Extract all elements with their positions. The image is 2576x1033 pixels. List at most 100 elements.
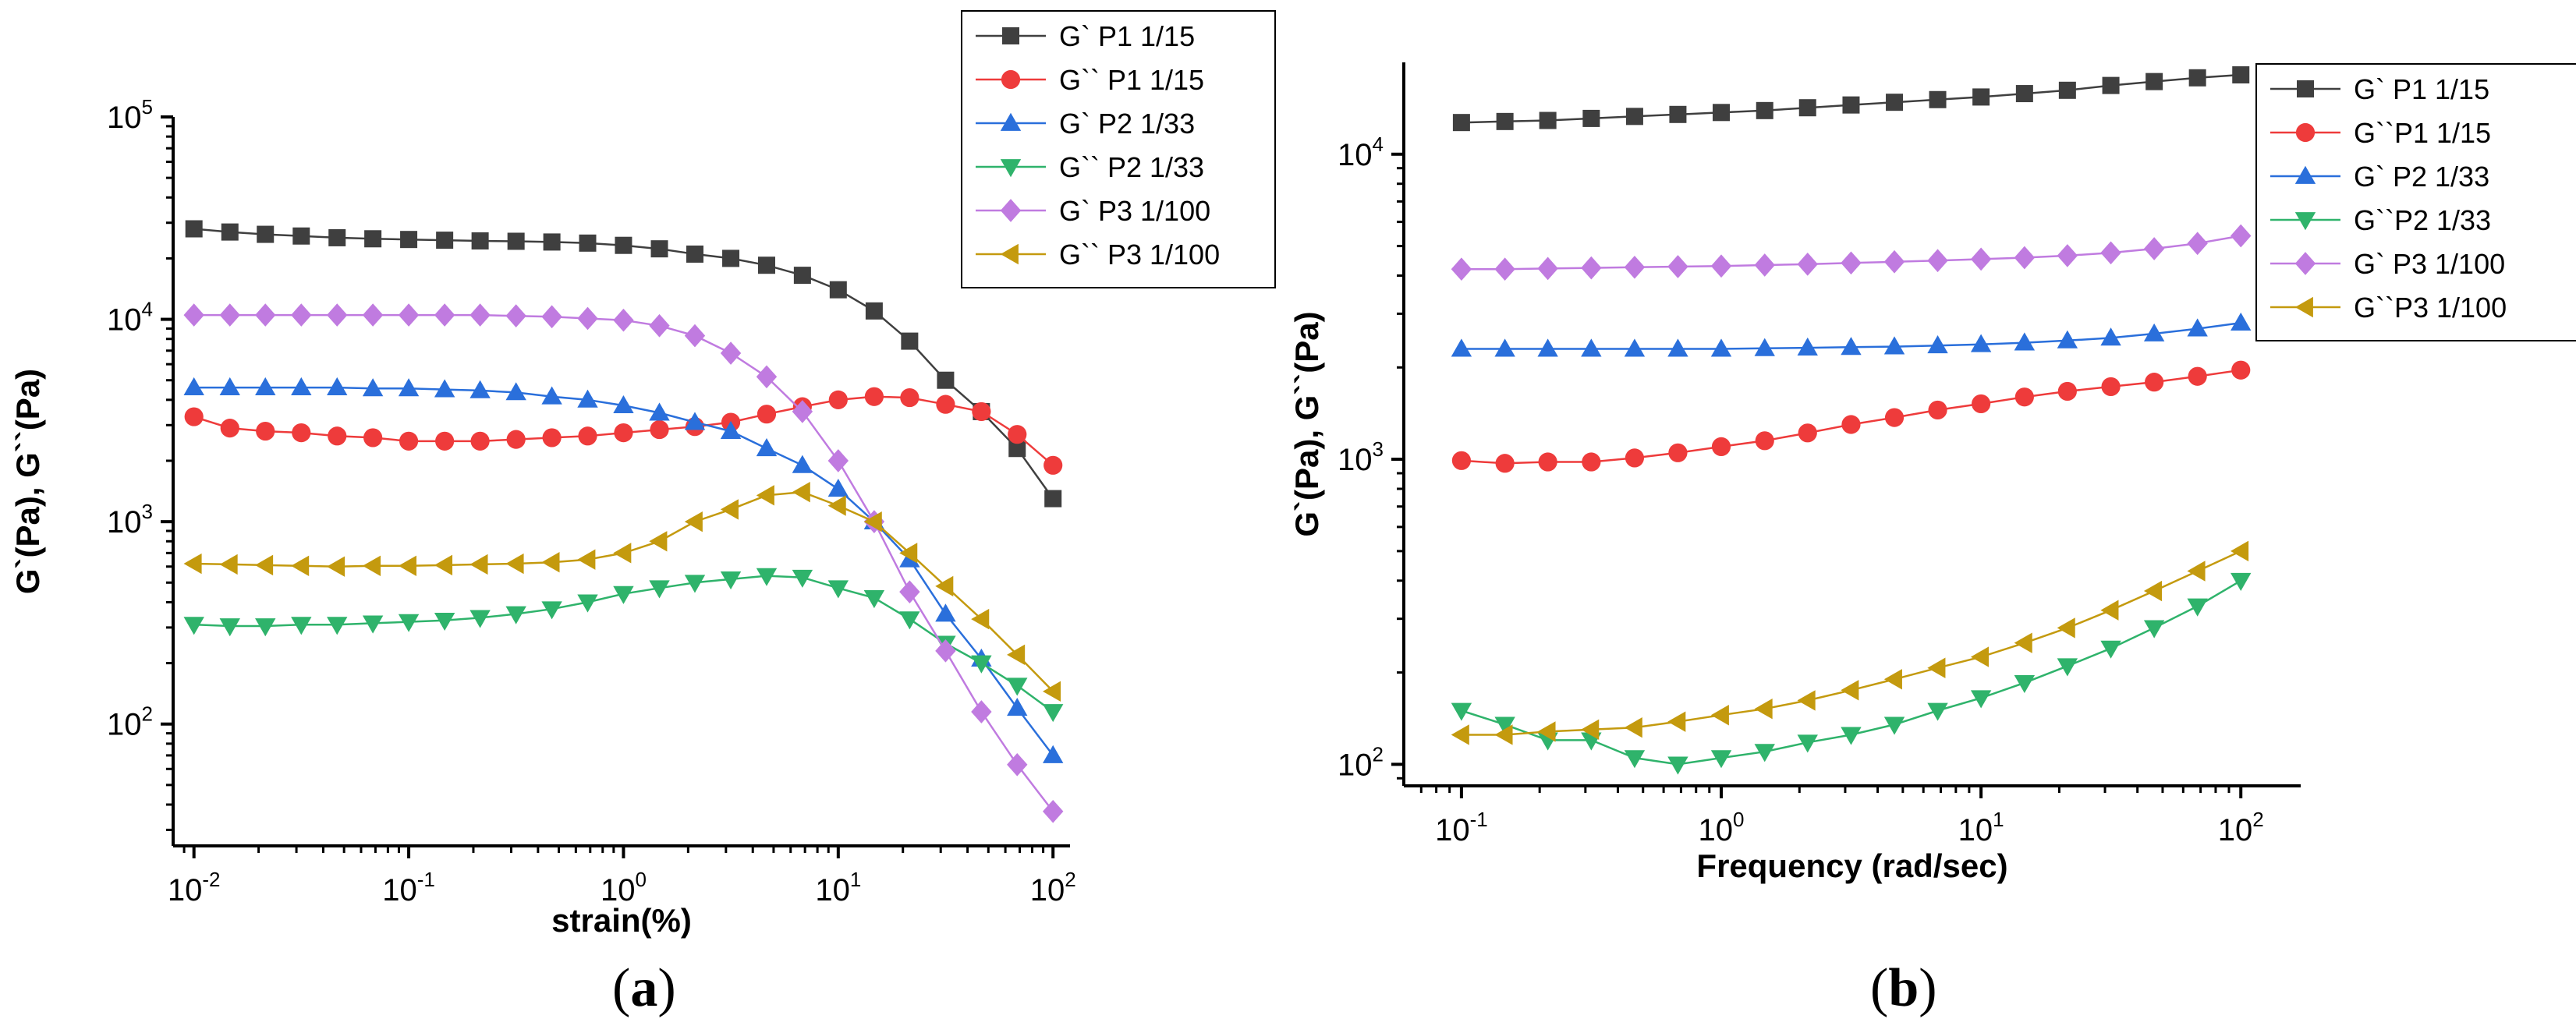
data-point [221,223,239,241]
data-point [1710,750,1732,769]
data-point [434,612,455,631]
data-point [1884,408,1905,427]
data-point [937,371,955,389]
data-point [935,575,954,597]
data-point [291,617,312,635]
data-point [292,227,310,245]
data-point [398,614,420,632]
data-point [793,267,811,285]
data-point [756,568,778,586]
data-point [900,387,919,408]
data-point [1042,745,1064,763]
data-point [649,402,670,421]
data-point [1927,702,1948,721]
data-point [1494,338,1515,357]
legend-item-g-p1-1-15: G``P1 1/15 [2270,117,2491,149]
legend-item-g-p2-1-33: G`` P2 1/33 [976,151,1204,183]
data-point [1042,799,1064,823]
legend-marker [1000,159,1022,178]
data-point [255,377,276,396]
data-point [1970,334,1992,352]
data-point [1624,255,1646,279]
data-point [1582,109,1600,127]
data-point [1625,448,1645,468]
data-point [2231,360,2251,380]
data-point [1007,644,1026,666]
data-point [1538,452,1557,472]
data-point [577,549,596,570]
data-point [255,303,276,327]
data-point [434,554,453,576]
data-point [649,531,668,552]
legend-marker [2294,165,2316,184]
legend-label: G` P2 1/33 [2354,161,2489,193]
data-point [756,365,778,389]
data-point [436,232,454,249]
data-point [1927,249,1948,273]
data-point [1797,337,1818,356]
x-axis-title: strain(%) [551,902,692,939]
data-point [1667,255,1688,278]
data-point [1842,96,1860,114]
data-point [1042,681,1061,702]
y-tick-label: 103 [107,500,153,539]
legend-item-g-p1-1-15: G`` P1 1/15 [976,64,1204,96]
data-point [579,234,597,252]
series-g-p2-1-33 [1451,572,2252,775]
data-point [1581,719,1600,740]
data-point [1007,752,1028,777]
legend-label: G`` P1 1/15 [1059,64,1204,96]
legend-item-g-p3-1-100: G``P3 1/100 [2270,292,2507,324]
data-point [1537,721,1556,742]
data-point [1624,338,1646,357]
legend-item-g-p3-1-100: G`` P3 1/100 [976,239,1220,271]
x-tick-label: 100 [601,868,647,907]
data-point [2057,617,2075,639]
data-point [1797,690,1816,711]
data-point [2187,232,2208,256]
data-point [686,245,703,263]
data-point [2231,572,2252,591]
legend-marker [2295,122,2316,143]
data-point [2188,366,2207,386]
series-g-p1-1-15 [1452,66,2250,132]
data-point [327,617,348,635]
legend-marker [1002,27,1019,44]
data-point [1624,717,1642,738]
data-point [399,431,419,451]
data-point [542,428,562,448]
data-point [363,428,383,448]
data-point [2145,373,2164,392]
data-point [1929,90,1947,108]
caption-b-letter: b [1888,958,1919,1018]
data-point [1581,256,1602,280]
data-point [2187,318,2208,337]
data-point [506,430,526,449]
data-point [1883,716,1905,735]
data-point [2100,600,2119,621]
data-point [183,617,204,635]
y-tick-label: 103 [1338,437,1384,477]
data-point [543,233,561,251]
legend-label: G`` P3 1/100 [1059,239,1220,271]
data-point [291,303,312,327]
y-axis-title: G`(Pa), G``(Pa) [1288,311,1325,536]
legend-item-g-p3-1-100: G` P3 1/100 [2270,248,2505,280]
chart-panel-b: 10-1 100 101 102 102 103 104 Frequency (rad/sec… [1288,62,2576,884]
x-tick-label: 101 [815,868,861,907]
data-point [1042,704,1064,723]
y-tick-label: 102 [1338,742,1384,782]
data-point [971,608,990,630]
data-point [2143,580,2163,602]
series-line [193,313,1054,812]
legend-label: G``P1 1/15 [2354,117,2491,149]
data-point [863,590,885,609]
data-point [720,420,742,439]
data-point [1970,247,1992,271]
data-point [971,655,992,674]
data-point [505,606,526,624]
data-point [398,303,420,327]
data-point [615,236,632,254]
data-point [255,554,274,576]
data-point [185,220,203,238]
